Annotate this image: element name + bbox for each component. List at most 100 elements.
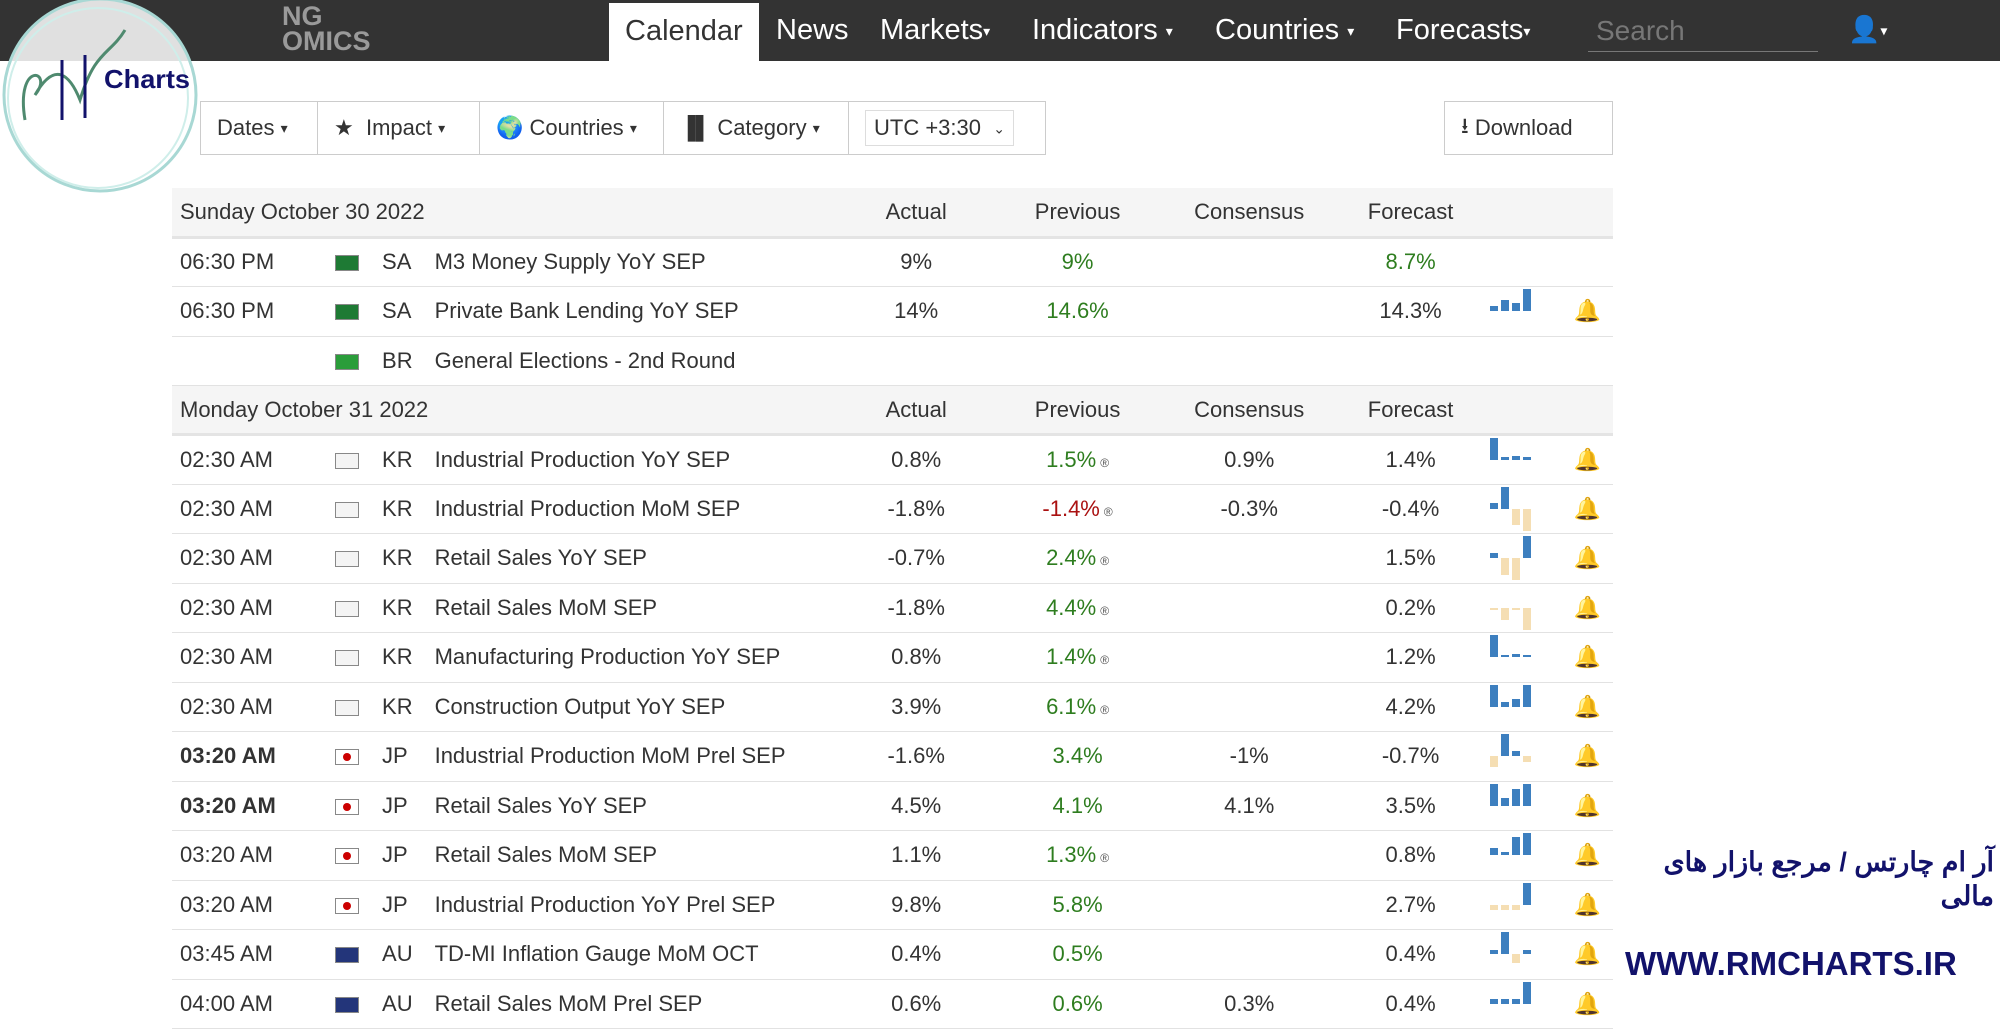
country-code[interactable]: KR [382, 682, 435, 732]
event-name[interactable]: General Elections - 2nd Round [434, 336, 845, 386]
brand-logo[interactable]: NG OMICS [282, 1, 371, 56]
category-button[interactable]: ▐▌ Category ▾ [663, 101, 849, 155]
nav-markets[interactable]: Markets▾ [880, 14, 991, 46]
event-name[interactable]: Retail Sales YoY SEP [434, 781, 845, 831]
country-code[interactable]: AU [382, 929, 435, 980]
sparkline[interactable] [1489, 588, 1562, 630]
col-consensus: Consensus [1167, 188, 1332, 239]
event-name[interactable]: Industrial Production YoY Prel SEP [434, 880, 845, 930]
country-code[interactable]: KR [382, 632, 435, 683]
event-time: 02:30 AM [172, 682, 336, 732]
country-code[interactable]: KR [382, 484, 435, 534]
nav-countries[interactable]: Countries ▾ [1215, 14, 1355, 46]
bell-icon[interactable]: 🔔 [1573, 644, 1602, 670]
table-row[interactable]: 03:20 AM JP Industrial Production YoY Pr… [172, 880, 1613, 930]
countries-button[interactable]: 🌍 Countries ▾ [479, 101, 664, 155]
actual-value: 3.9% [844, 682, 988, 732]
download-button[interactable]: ⭳ Download [1444, 101, 1613, 155]
event-name[interactable]: Manufacturing Production YoY SEP [434, 632, 845, 683]
sparkline-bar [1511, 508, 1520, 526]
event-name[interactable]: Retail Sales YoY SEP [434, 533, 845, 584]
table-row[interactable]: 03:45 AM AU TD-MI Inflation Gauge MoM OC… [172, 929, 1613, 980]
col-forecast: Forecast [1331, 385, 1490, 436]
country-code[interactable]: JP [382, 781, 435, 831]
bell-icon[interactable]: 🔔 [1573, 990, 1602, 1016]
sparkline[interactable] [1489, 536, 1562, 581]
bell-icon[interactable]: 🔔 [1573, 842, 1602, 868]
bell-icon[interactable]: 🔔 [1573, 545, 1602, 571]
country-code[interactable]: JP [382, 830, 435, 881]
country-code[interactable]: KR [382, 533, 435, 584]
country-code[interactable]: AU [382, 979, 435, 1029]
country-code[interactable]: JP [382, 731, 435, 782]
table-row[interactable]: 03:20 AM JP Retail Sales YoY SEP 4.5% 4.… [172, 781, 1613, 831]
bell-icon[interactable]: 🔔 [1573, 891, 1602, 917]
col-forecast: Forecast [1331, 188, 1490, 239]
sparkline-bar [1522, 508, 1531, 531]
sparkline[interactable] [1489, 882, 1562, 925]
nav-forecasts[interactable]: Forecasts▾ [1396, 14, 1531, 46]
consensus-value [1167, 682, 1332, 732]
sparkline-bar [1522, 949, 1531, 955]
event-name[interactable]: Construction Output YoY SEP [434, 682, 845, 732]
sparkline[interactable] [1489, 437, 1562, 480]
impact-button[interactable]: ★ Impact ▾ [317, 101, 480, 155]
table-row[interactable]: 06:30 PM SA Private Bank Lending YoY SEP… [172, 286, 1613, 337]
country-code[interactable]: SA [382, 237, 435, 287]
dates-button[interactable]: Dates ▾ [200, 101, 318, 155]
user-menu[interactable]: 👤▾ [1848, 14, 1888, 44]
table-row[interactable]: 02:30 AM KR Construction Output YoY SEP … [172, 682, 1613, 732]
table-row[interactable]: 02:30 AM KR Industrial Production MoM SE… [172, 484, 1613, 534]
table-row[interactable]: 04:00 AM AU Retail Sales MoM Prel SEP 0.… [172, 979, 1613, 1029]
bell-icon[interactable]: 🔔 [1573, 594, 1602, 620]
sparkline[interactable] [1489, 981, 1562, 1024]
table-row[interactable]: 03:20 AM JP Retail Sales MoM SEP 1.1% 1.… [172, 830, 1613, 881]
country-code[interactable]: KR [382, 434, 435, 485]
search-input[interactable]: Search [1588, 12, 1818, 52]
country-code[interactable]: JP [382, 880, 435, 930]
bell-icon[interactable]: 🔔 [1573, 495, 1602, 521]
sparkline[interactable] [1490, 242, 1562, 282]
bell-icon[interactable]: 🔔 [1573, 743, 1602, 769]
bell-icon[interactable]: 🔔 [1573, 941, 1602, 967]
table-row[interactable]: 02:30 AM KR Industrial Production YoY SE… [172, 434, 1613, 485]
table-row[interactable]: 02:30 AM KR Retail Sales MoM SEP -1.8% 4… [172, 583, 1613, 633]
nav-indicators[interactable]: Indicators ▾ [1032, 14, 1173, 46]
table-row[interactable]: 02:30 AM KR Manufacturing Production YoY… [172, 632, 1613, 683]
table-row[interactable]: 03:20 AM JP Industrial Production MoM Pr… [172, 731, 1613, 782]
event-name[interactable]: Retail Sales MoM Prel SEP [434, 979, 845, 1029]
sparkline[interactable] [1489, 684, 1562, 727]
flag-icon [335, 600, 360, 617]
bell-icon[interactable]: 🔔 [1573, 446, 1602, 472]
event-name[interactable]: Private Bank Lending YoY SEP [434, 286, 845, 337]
bell-icon[interactable]: 🔔 [1573, 693, 1602, 719]
revised-icon: ® [1100, 851, 1110, 866]
country-code[interactable]: KR [382, 583, 435, 633]
sparkline[interactable] [1489, 932, 1562, 974]
sparkline[interactable] [1489, 833, 1562, 875]
event-name[interactable]: Industrial Production YoY SEP [434, 434, 845, 485]
sparkline[interactable] [1489, 783, 1562, 826]
sparkline[interactable] [1489, 635, 1562, 677]
event-name[interactable]: Retail Sales MoM SEP [434, 583, 845, 633]
event-name[interactable]: TD-MI Inflation Gauge MoM OCT [434, 929, 845, 980]
nav-news[interactable]: News [776, 14, 849, 46]
event-name[interactable]: Retail Sales MoM SEP [434, 830, 845, 881]
bell-icon[interactable]: 🔔 [1573, 792, 1602, 818]
table-row[interactable]: 02:30 AM KR Retail Sales YoY SEP -0.7% 2… [172, 533, 1613, 584]
sparkline-bar [1500, 300, 1509, 312]
sparkline[interactable] [1489, 289, 1562, 331]
sparkline[interactable] [1489, 486, 1562, 531]
table-row[interactable]: BR General Elections - 2nd Round [172, 336, 1613, 386]
bell-icon[interactable]: 🔔 [1573, 298, 1602, 324]
country-code[interactable]: BR [382, 336, 435, 386]
table-row[interactable]: 06:30 PM SA M3 Money Supply YoY SEP 9% 9… [172, 237, 1613, 287]
sparkline[interactable] [1490, 341, 1562, 381]
event-name[interactable]: Industrial Production MoM Prel SEP [434, 731, 845, 782]
event-name[interactable]: Industrial Production MoM SEP [434, 484, 845, 534]
country-code[interactable]: SA [382, 286, 435, 337]
sparkline[interactable] [1489, 734, 1562, 776]
timezone-select[interactable]: UTC +3:30 ⌄ [865, 110, 1014, 146]
nav-calendar[interactable]: Calendar [609, 3, 759, 61]
event-name[interactable]: M3 Money Supply YoY SEP [434, 237, 845, 287]
